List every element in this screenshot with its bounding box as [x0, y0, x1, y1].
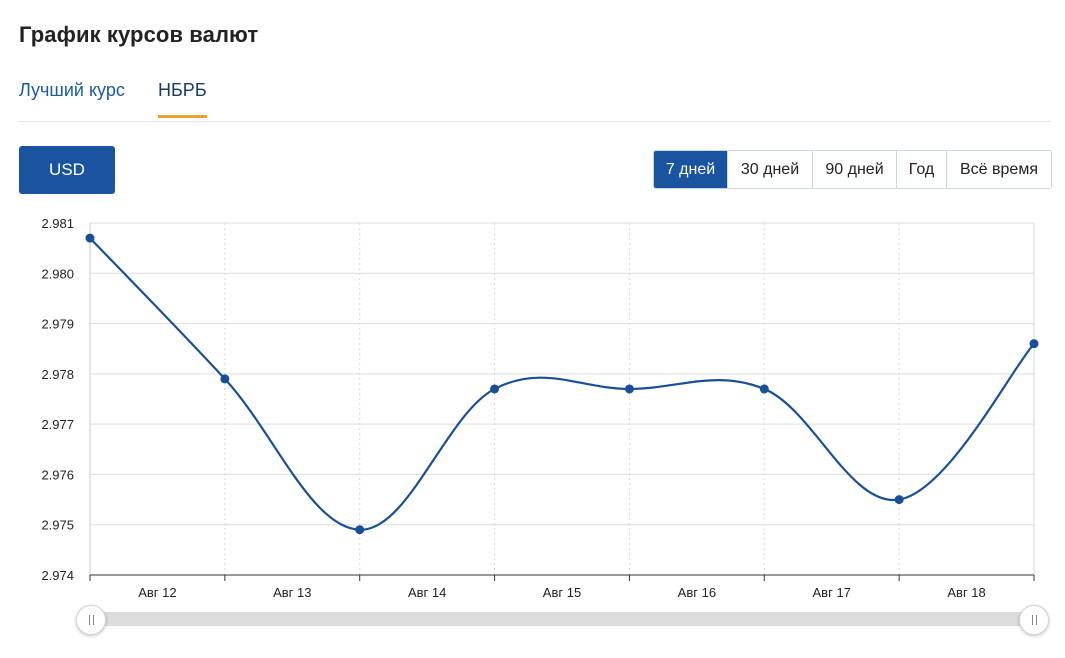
data-point	[85, 233, 95, 243]
data-point	[624, 384, 634, 394]
data-point	[355, 525, 365, 535]
y-tick-label: 2.976	[41, 467, 74, 482]
data-point	[1029, 339, 1039, 349]
tab-nbrb[interactable]: НБРБ	[158, 80, 207, 118]
x-tick-label: Авг 17	[813, 585, 851, 600]
x-tick-label: Авг 13	[273, 585, 311, 600]
period-all-time-button[interactable]: Всё время	[946, 151, 1051, 188]
period-year-button[interactable]: Год	[896, 151, 946, 188]
x-tick-label: Авг 16	[678, 585, 716, 600]
y-tick-label: 2.981	[41, 216, 74, 231]
y-tick-label: 2.975	[41, 518, 74, 533]
currency-select-button[interactable]: USD	[19, 146, 115, 194]
data-point	[490, 384, 500, 394]
range-slider-track[interactable]	[90, 612, 1034, 626]
x-tick-label: Авг 18	[947, 585, 985, 600]
data-point	[894, 495, 904, 505]
period-90-days-button[interactable]: 90 дней	[812, 151, 896, 188]
x-tick-label: Авг 15	[543, 585, 581, 600]
exchange-rate-chart: 2.981 2.980 2.979 2.978 2.977 2.976 2.975 2.974…	[41, 216, 1039, 600]
y-tick-label: 2.980	[41, 266, 74, 281]
y-tick-label: 2.979	[41, 317, 74, 332]
period-7-days-button[interactable]: 7 дней	[654, 151, 727, 188]
period-30-days-button[interactable]: 30 дней	[727, 151, 812, 188]
range-slider-left-handle[interactable]	[76, 605, 106, 635]
data-point	[759, 384, 769, 394]
y-tick-label: 2.974	[41, 568, 74, 583]
x-tick-label: Авг 14	[408, 585, 446, 600]
data-point	[220, 374, 230, 384]
x-tick-label: Авг 12	[138, 585, 176, 600]
tab-best-rate[interactable]: Лучший курс	[19, 80, 125, 100]
series-line	[89, 237, 1035, 531]
y-tick-label: 2.978	[41, 367, 74, 382]
range-slider-right-handle[interactable]	[1019, 605, 1049, 635]
y-tick-label: 2.977	[41, 417, 74, 432]
rate-source-tabs: Лучший курс НБРБ	[19, 78, 1051, 122]
period-selector: 7 дней 30 дней 90 дней Год Всё время	[653, 150, 1052, 189]
page-title: График курсов валют	[19, 22, 259, 47]
